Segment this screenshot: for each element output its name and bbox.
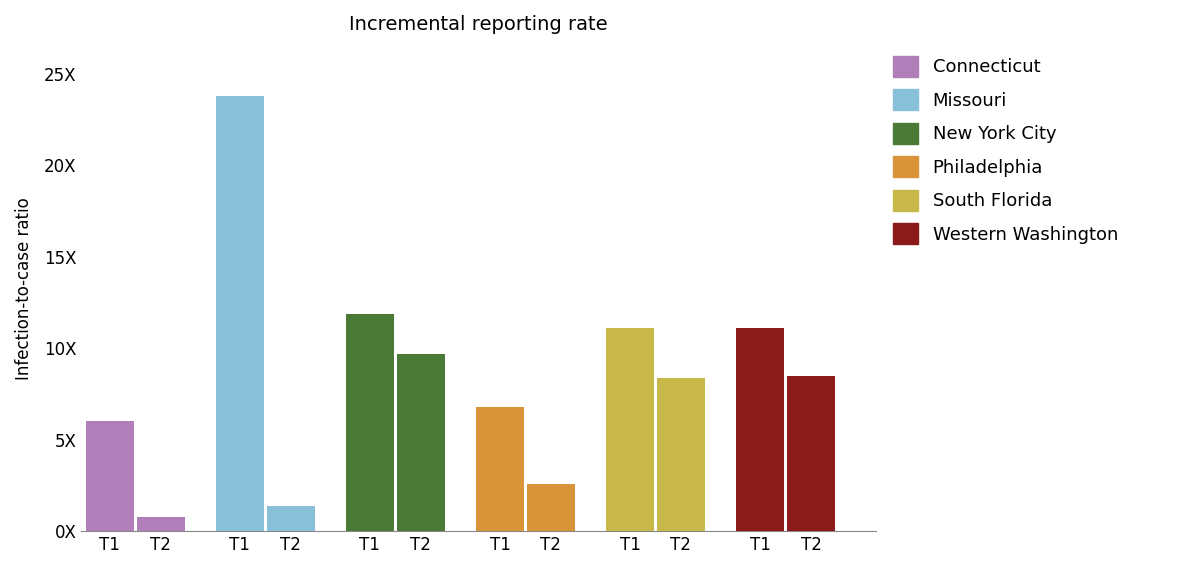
Bar [266,505,314,531]
Bar [527,484,575,531]
Bar [606,328,654,531]
Bar [346,314,394,531]
Bar [397,354,445,531]
Bar [656,378,704,531]
Bar [736,328,784,531]
Y-axis label: Infection-to-case ratio: Infection-to-case ratio [14,197,34,380]
Bar [85,422,133,531]
Bar [787,376,835,531]
Bar [137,517,185,531]
Bar [476,407,524,531]
Bar [216,96,264,531]
Legend: Connecticut, Missouri, New York City, Philadelphia, South Florida, Western Washi: Connecticut, Missouri, New York City, Ph… [893,56,1118,244]
Title: Incremental reporting rate: Incremental reporting rate [349,15,608,34]
